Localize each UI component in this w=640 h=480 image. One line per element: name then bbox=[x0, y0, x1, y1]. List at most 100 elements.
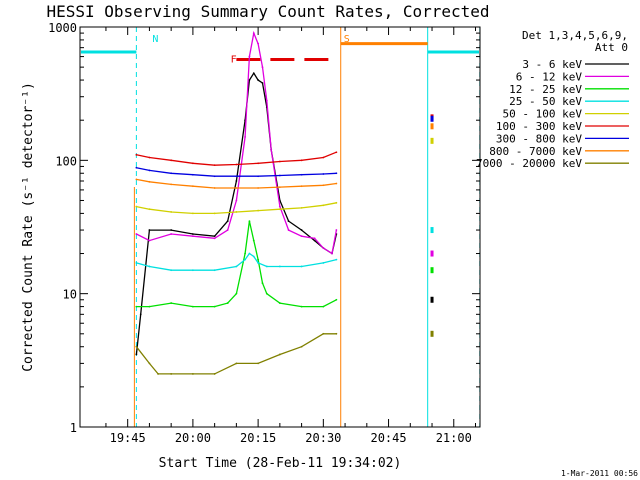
series-point bbox=[300, 185, 303, 188]
series-point bbox=[335, 182, 338, 185]
x-axis-label: Start Time (28-Feb-11 19:34:02) bbox=[159, 456, 402, 471]
series-point bbox=[300, 305, 303, 308]
series-point bbox=[135, 153, 138, 156]
legend-label: 12 - 25 keV bbox=[509, 83, 582, 96]
legend-label: 50 - 100 keV bbox=[503, 108, 583, 121]
series-point bbox=[257, 362, 260, 365]
series-point bbox=[300, 159, 303, 162]
legend-label: 7000 - 20000 keV bbox=[476, 157, 582, 170]
series-point bbox=[191, 162, 194, 165]
series-point bbox=[170, 269, 173, 272]
x-tick-label: 20:00 bbox=[175, 431, 211, 445]
series-point bbox=[191, 305, 194, 308]
series-point bbox=[148, 265, 151, 268]
series-point bbox=[244, 135, 246, 138]
legend-label: 25 - 50 keV bbox=[509, 95, 582, 108]
series-point bbox=[331, 252, 333, 255]
legend-label: 100 - 300 keV bbox=[496, 120, 582, 133]
series-point bbox=[170, 233, 173, 235]
series-point bbox=[278, 265, 281, 268]
series-point bbox=[322, 247, 325, 249]
series-point bbox=[300, 173, 303, 176]
series-point bbox=[226, 229, 229, 231]
series-point bbox=[213, 175, 216, 178]
series-point bbox=[287, 220, 290, 223]
series-point bbox=[170, 229, 173, 231]
annotation-n: N bbox=[152, 34, 158, 45]
series-point bbox=[257, 258, 260, 261]
series-point bbox=[235, 175, 238, 178]
series-point bbox=[252, 32, 255, 35]
series-point bbox=[335, 172, 338, 175]
series-point bbox=[300, 206, 303, 209]
series-point bbox=[270, 148, 273, 151]
series-point bbox=[226, 302, 229, 304]
series-point bbox=[135, 353, 138, 356]
footer-timestamp: 1-Mar-2011 00:56 bbox=[561, 469, 638, 478]
series-line bbox=[136, 167, 337, 177]
y-axis-label: Corrected Count Rate (s⁻¹ detector⁻¹) bbox=[21, 82, 36, 372]
x-tick-label: 20:45 bbox=[370, 431, 406, 445]
legend-label: 300 - 800 keV bbox=[496, 132, 582, 145]
series-point bbox=[235, 362, 238, 365]
series-point bbox=[148, 362, 151, 365]
series-point bbox=[148, 169, 151, 172]
series-point bbox=[213, 164, 216, 167]
series-point bbox=[322, 332, 325, 335]
series-point bbox=[300, 235, 303, 238]
series-point bbox=[135, 205, 138, 208]
series-point bbox=[213, 187, 216, 189]
series-point bbox=[252, 239, 255, 242]
legend-header-1: Det 1,3,4,5,6,9, bbox=[522, 29, 628, 42]
series-point bbox=[148, 305, 151, 308]
series-point bbox=[213, 212, 216, 215]
series-point bbox=[170, 172, 173, 175]
series-point bbox=[252, 255, 255, 258]
series-point bbox=[257, 175, 260, 178]
y-tick-label: 10 bbox=[63, 288, 77, 302]
series-point bbox=[278, 160, 281, 163]
series-point bbox=[235, 199, 238, 202]
series-point bbox=[335, 298, 338, 301]
series-point bbox=[335, 332, 338, 335]
series-point bbox=[248, 55, 251, 58]
series-point bbox=[213, 237, 216, 240]
series-point bbox=[265, 292, 268, 295]
series-point bbox=[148, 229, 151, 231]
series-point bbox=[248, 220, 251, 223]
series-line bbox=[135, 71, 338, 355]
series-point bbox=[252, 72, 255, 75]
series-point bbox=[313, 239, 316, 242]
series-point bbox=[257, 262, 260, 264]
series-point bbox=[235, 180, 238, 182]
series-point bbox=[300, 229, 303, 231]
series-point bbox=[335, 258, 338, 261]
series-point bbox=[261, 82, 264, 84]
series-point bbox=[235, 211, 238, 213]
series-point bbox=[300, 265, 303, 268]
series-line bbox=[136, 151, 337, 166]
series-point bbox=[191, 185, 194, 188]
series-point bbox=[213, 373, 216, 375]
series-point bbox=[335, 201, 338, 204]
series-point bbox=[191, 212, 194, 215]
series-point bbox=[170, 183, 173, 186]
series-point bbox=[235, 187, 238, 189]
series-point bbox=[335, 229, 338, 231]
series-point bbox=[278, 353, 281, 356]
series-point bbox=[257, 79, 260, 81]
chart-title: HESSI Observing Summary Count Rates, Cor… bbox=[46, 2, 489, 21]
series-line bbox=[136, 252, 337, 271]
series-point bbox=[191, 269, 194, 272]
series-point bbox=[170, 302, 173, 304]
axes: 19:45 20:00 20:15 20:30 20:45 21:00 1 10 100 1000 bbox=[48, 21, 481, 445]
series-point bbox=[226, 220, 229, 223]
annotation-f: F bbox=[231, 55, 237, 66]
plot-frame bbox=[79, 26, 481, 428]
series-point bbox=[235, 265, 238, 268]
series-line bbox=[135, 333, 337, 375]
legend-label: 6 - 12 keV bbox=[516, 70, 583, 83]
series-point bbox=[135, 233, 138, 235]
series-point bbox=[170, 159, 173, 162]
series-point bbox=[322, 204, 325, 207]
